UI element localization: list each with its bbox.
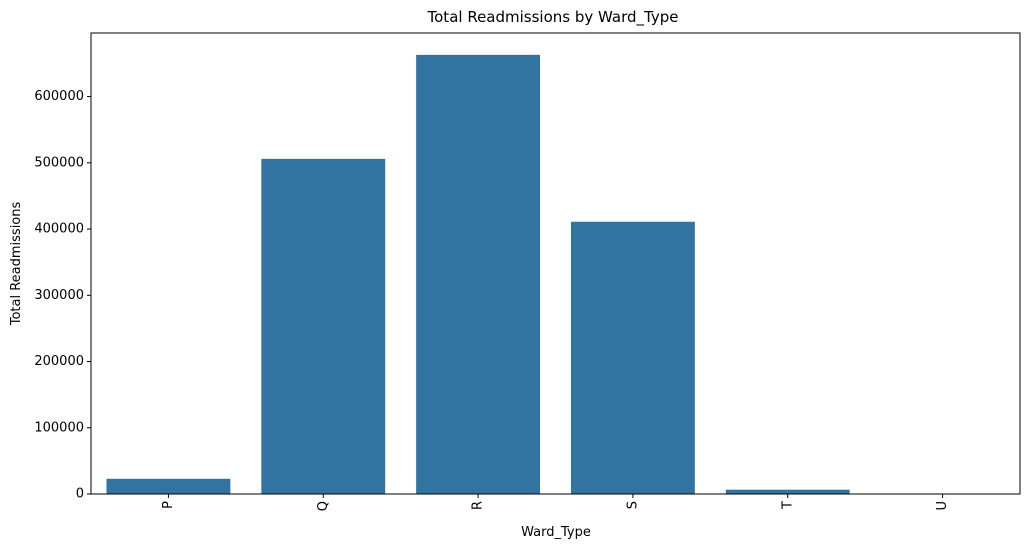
x-tick-label: P [161, 501, 176, 509]
bars-group [106, 54, 850, 495]
y-axis: 0 100000 200000 300000 400000 500000 600000 [34, 89, 91, 502]
x-tick-label: R [471, 501, 486, 510]
bar-q [261, 158, 386, 494]
y-tick-label: 400000 [34, 222, 84, 237]
x-tick-label: T [780, 501, 795, 510]
y-tick-label: 0 [76, 487, 84, 502]
y-tick-label: 300000 [34, 288, 84, 303]
bar-r [416, 54, 541, 495]
x-tick-label: Q [316, 501, 331, 511]
x-axis: P Q R S T U [161, 494, 950, 511]
y-axis-title: Total Readmissions [9, 201, 24, 326]
plot-frame [90, 32, 1021, 495]
bar-p [106, 478, 231, 494]
bar-s [570, 221, 695, 494]
y-tick-label: 100000 [34, 420, 84, 435]
y-tick-label: 500000 [34, 155, 84, 170]
x-tick-label: U [935, 501, 950, 511]
x-axis-title: Ward_Type [521, 525, 591, 540]
x-tick-label: S [625, 501, 640, 509]
bar-t [725, 489, 850, 494]
y-tick-label: 600000 [34, 89, 84, 104]
y-tick-label: 200000 [34, 354, 84, 369]
chart-title: Total Readmissions by Ward_Type [427, 8, 679, 27]
